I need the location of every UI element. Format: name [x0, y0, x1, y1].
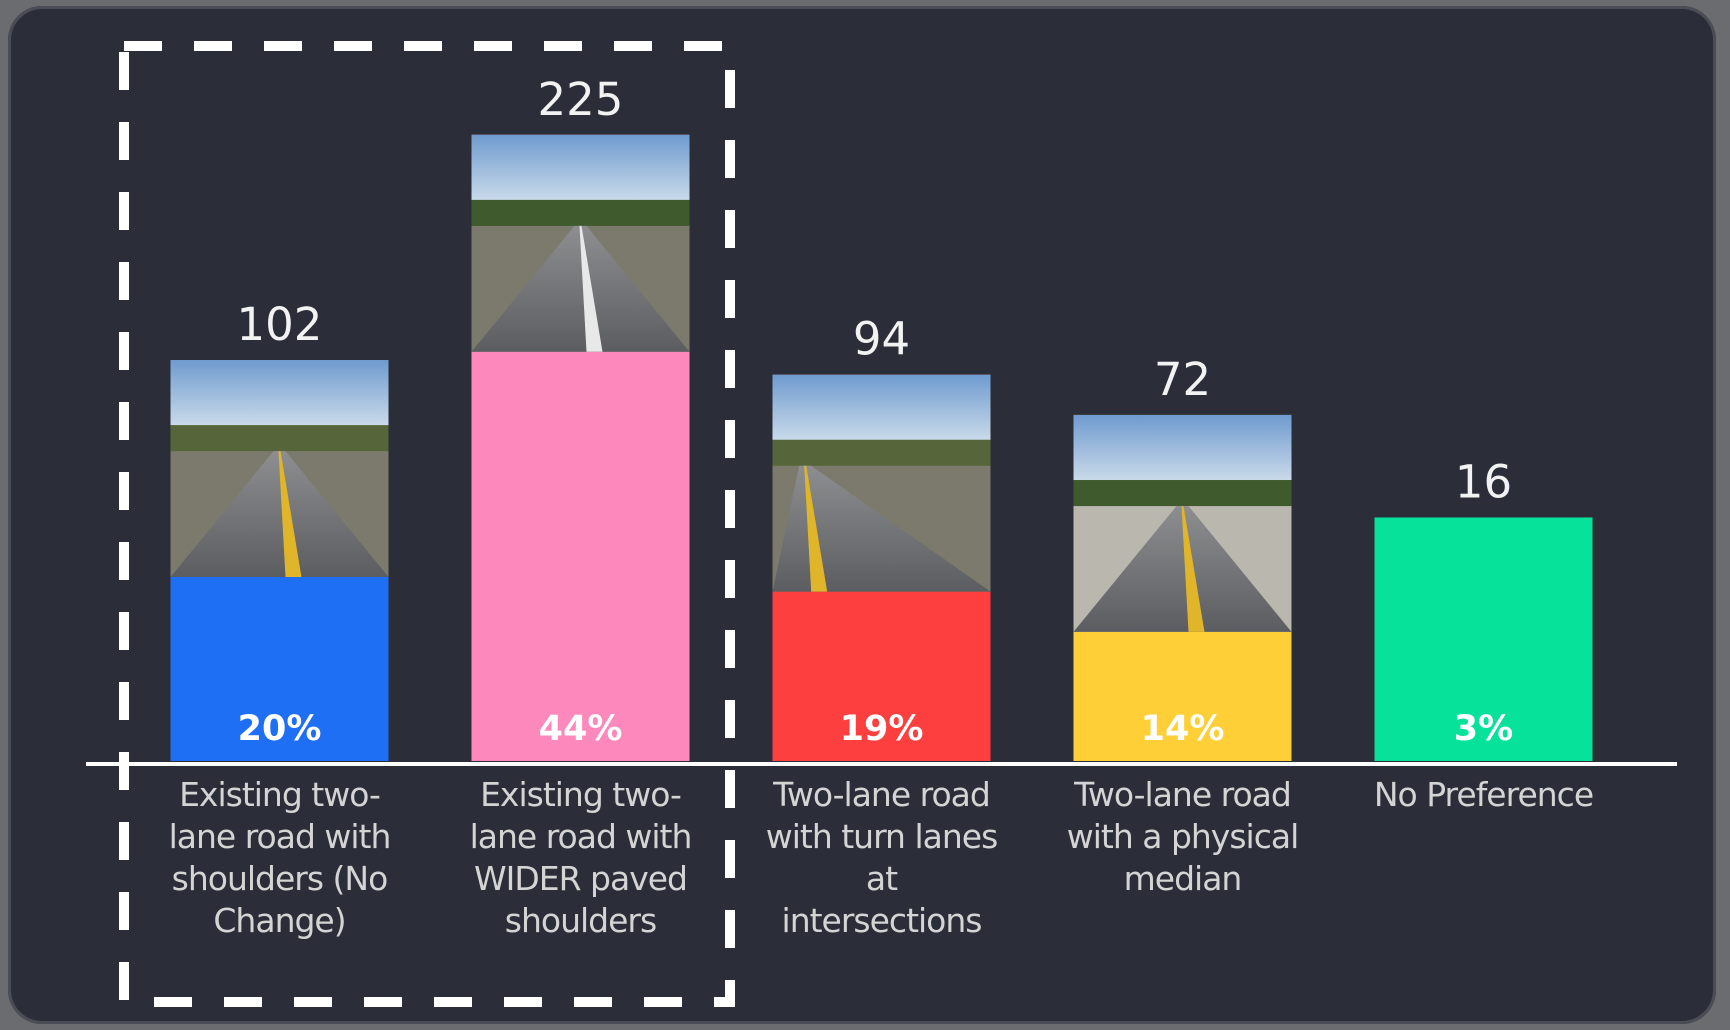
- value-label: 225: [538, 73, 624, 126]
- value-label: 72: [1154, 353, 1211, 406]
- value-label: 94: [853, 313, 910, 366]
- photo: [471, 134, 690, 352]
- bar: [1374, 517, 1593, 761]
- photo-road: [1073, 506, 1292, 632]
- category-label: No Preference: [1373, 775, 1594, 814]
- photo-sky: [471, 134, 690, 211]
- photo-line: [278, 451, 302, 577]
- photo: [1073, 414, 1292, 632]
- photo-line: [579, 225, 603, 352]
- photo-road: [170, 451, 389, 577]
- photo-line: [1181, 506, 1205, 632]
- percentage-label: 3%: [1454, 709, 1513, 749]
- photo-sky: [772, 374, 991, 451]
- percentage-label: 20%: [238, 709, 322, 749]
- percentage-label: 44%: [539, 709, 623, 749]
- photo-road: [772, 465, 991, 592]
- percentage-label: 14%: [1141, 709, 1225, 749]
- category-label: Existing two-lane road with shoulders (N…: [168, 775, 392, 940]
- percentage-label: 19%: [840, 709, 924, 749]
- category-label: Two-lane road with turn lanes at interse…: [765, 775, 999, 940]
- photo-sky: [170, 359, 389, 436]
- photo: [170, 359, 389, 577]
- photo-sky: [1073, 414, 1292, 491]
- highlight-box: [119, 41, 735, 1007]
- value-label: 102: [237, 298, 323, 351]
- value-label: 16: [1455, 455, 1512, 508]
- category-label: Two-lane road with a physical median: [1066, 775, 1300, 898]
- photo: [772, 374, 991, 592]
- photo-line: [804, 465, 828, 592]
- category-label: Existing two-lane road with WIDER paved …: [469, 775, 693, 940]
- photo-road: [471, 225, 690, 352]
